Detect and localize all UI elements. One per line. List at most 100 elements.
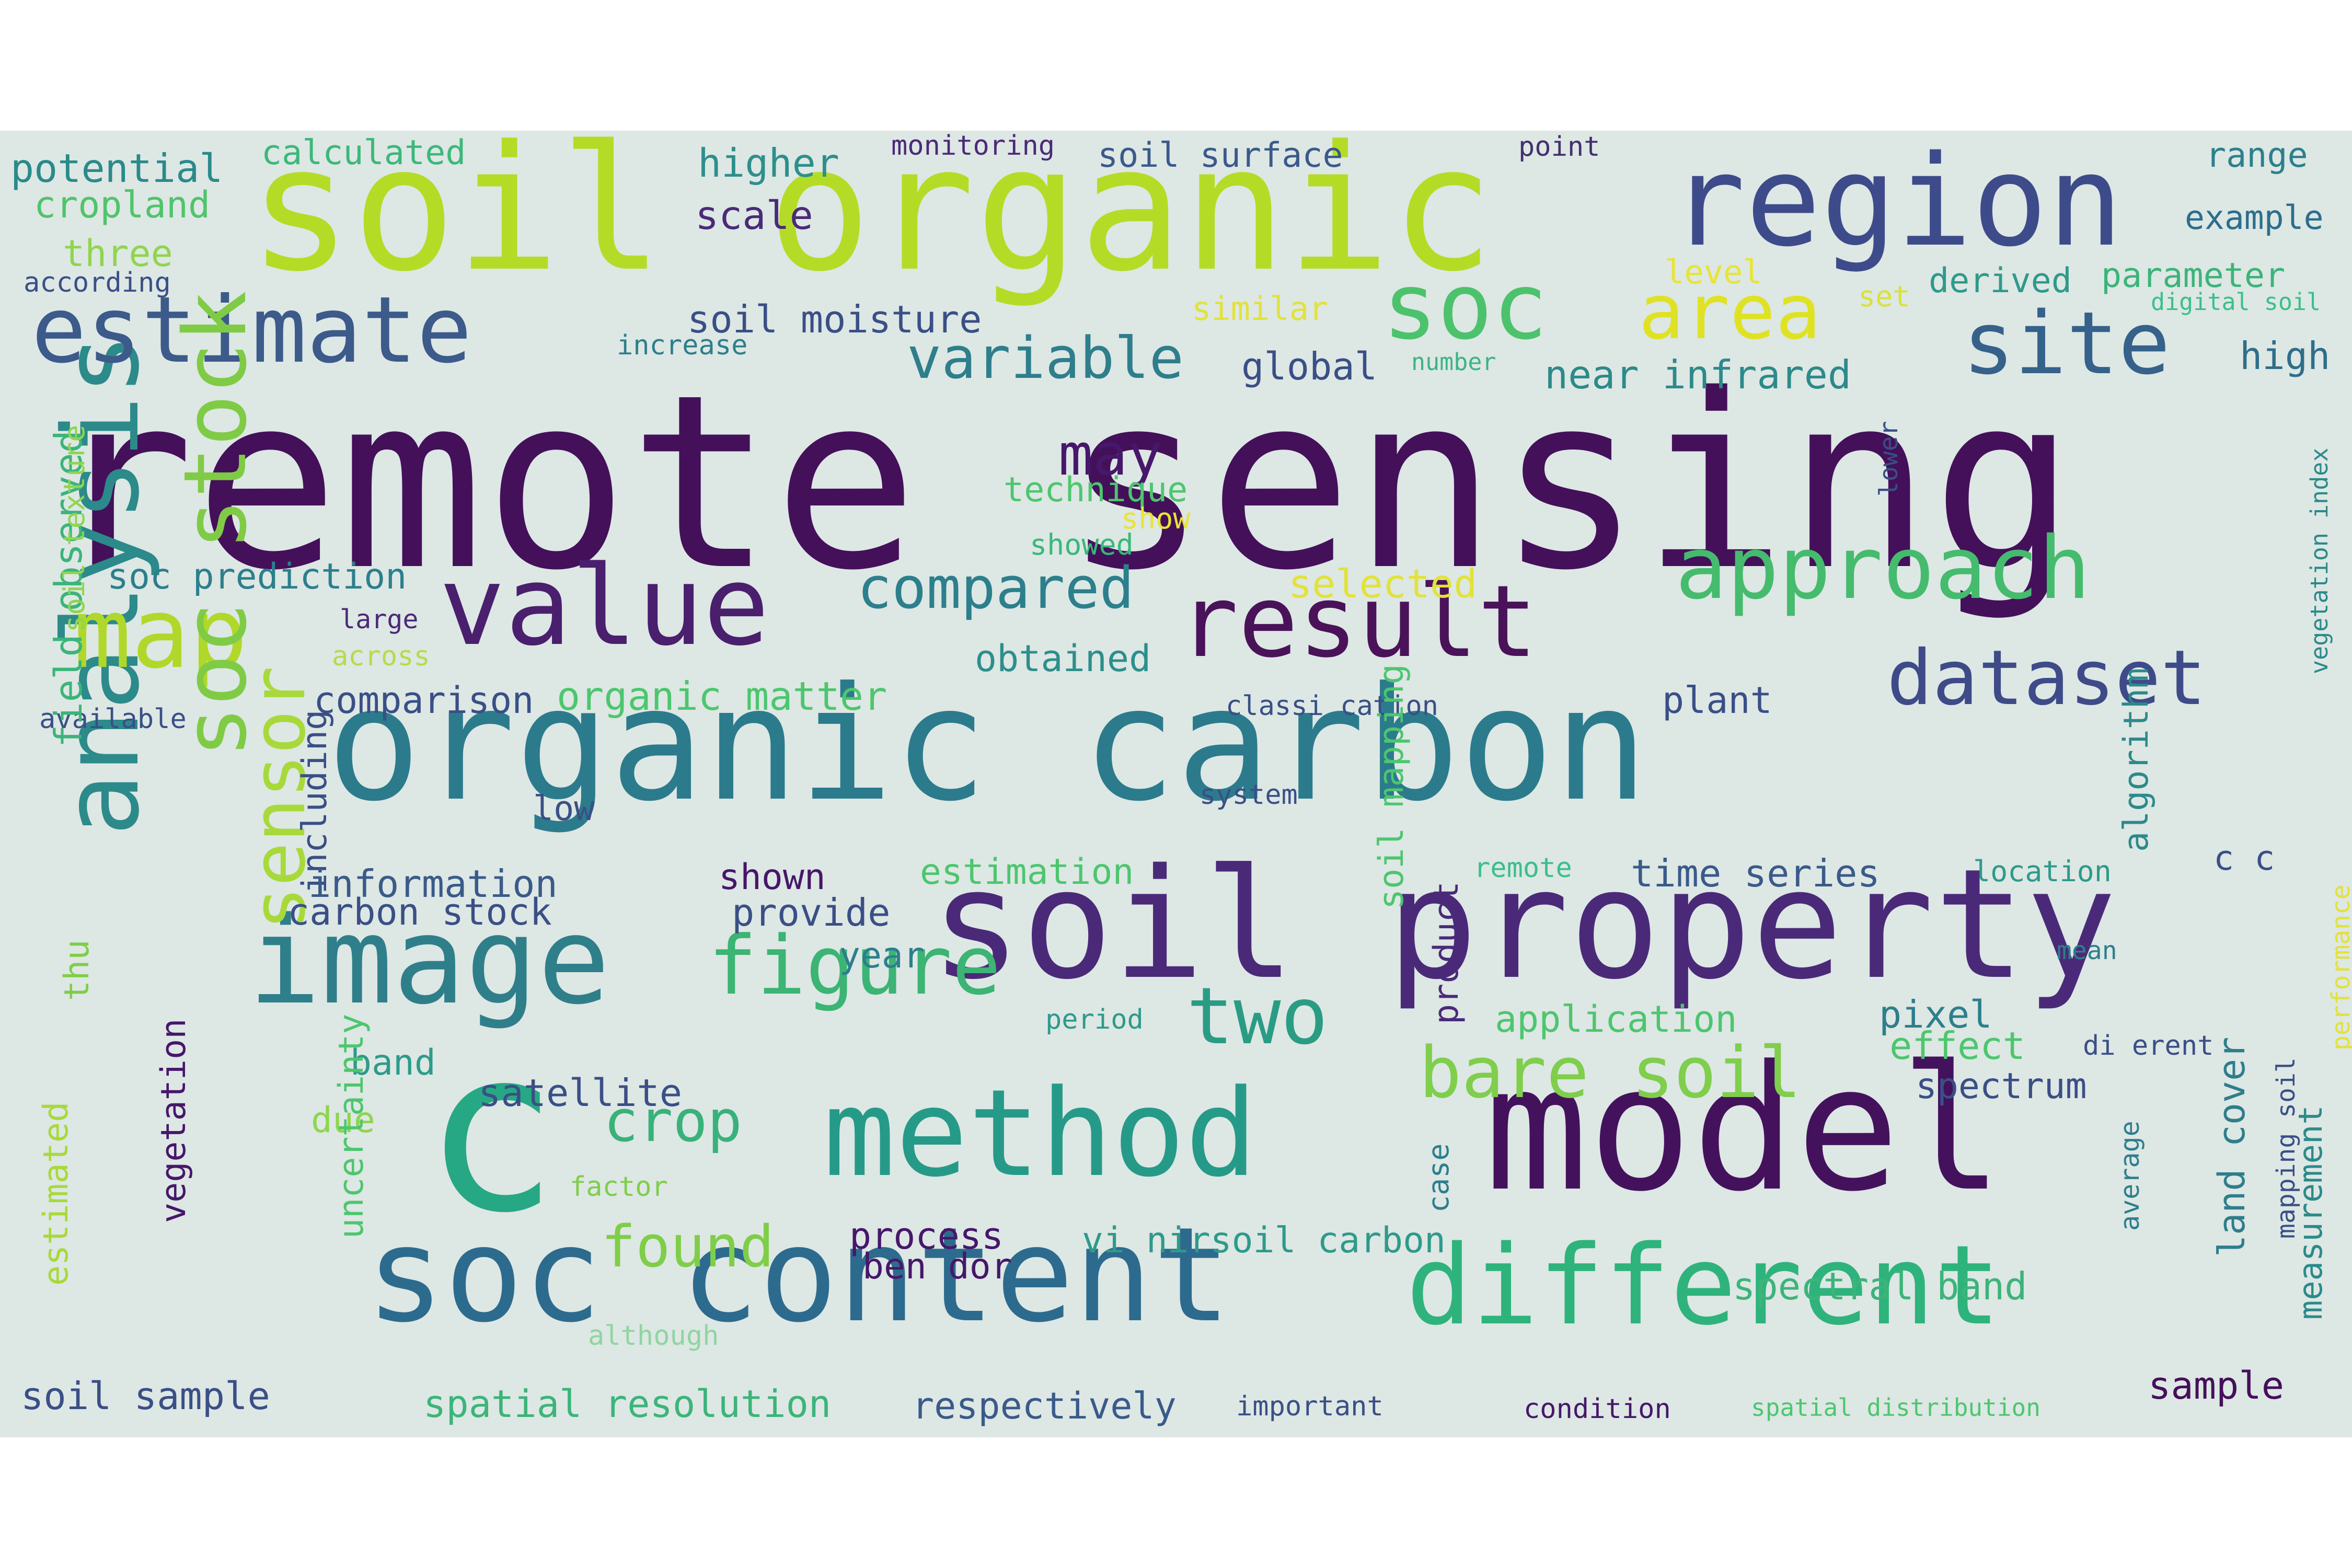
cloud-word: two (1186, 971, 1328, 1062)
cloud-word: result (1179, 564, 1538, 679)
cloud-word: spectral band (1733, 1264, 2027, 1308)
cloud-word: approach (1675, 518, 2091, 618)
cloud-word: global (1241, 344, 1378, 388)
cloud-word: derived (1929, 261, 2072, 301)
cloud-word: spectrum (1916, 1066, 2087, 1107)
cloud-word: period (1045, 1004, 1144, 1035)
cloud-word: organic carbon (327, 653, 1648, 836)
cloud-word: information (308, 862, 558, 906)
cloud-word: satellite (478, 1071, 683, 1115)
cloud-word: pixel (1879, 993, 1992, 1036)
cloud-word: model (1484, 1029, 2004, 1229)
cloud-word: important (1236, 1391, 1383, 1422)
cloud-word: soil sample (21, 1374, 270, 1418)
cloud-word: large (340, 604, 419, 635)
cloud-word: monitoring (891, 131, 1055, 162)
cloud-word: c c (2213, 839, 2275, 878)
cloud-word: selected (1288, 561, 1478, 607)
cloud-word: region (1670, 131, 2123, 274)
cloud-word: scale (695, 192, 813, 238)
cloud-word: across (332, 641, 430, 672)
cloud-word: system (1200, 779, 1298, 811)
cloud-word: case (1422, 1143, 1455, 1213)
cloud-word: estimated (37, 1101, 76, 1286)
cloud-word: soil surface (1098, 136, 1343, 175)
cloud-word: factor (570, 1171, 668, 1203)
cloud-word: respectively (912, 1385, 1177, 1427)
cloud-word: different (1406, 1221, 2001, 1350)
word-cloud: remote sensing soil organic organic carbon… (0, 131, 2352, 1437)
cloud-word: soc prediction (107, 556, 407, 597)
cloud-word: site (1963, 293, 2171, 394)
cloud-word: ben dor (862, 1246, 1012, 1287)
cloud-word: vegetation (154, 1018, 193, 1223)
cloud-word: soil property (930, 837, 2117, 1013)
cloud-word: classi cation (1226, 690, 1438, 722)
cloud-word: potential (10, 145, 223, 191)
cloud-word: time series (1631, 851, 1880, 895)
cloud-word: estimate (31, 278, 472, 384)
cloud-word: obtained (975, 637, 1151, 680)
cloud-word: measurement (2291, 1105, 2330, 1320)
cloud-word: application (1495, 998, 1737, 1041)
cloud-word: soc content (366, 1199, 1231, 1351)
cloud-word: di erent (2083, 1030, 2214, 1062)
cloud-word: soil organic (248, 131, 1495, 309)
cloud-word: method (823, 1064, 1258, 1204)
cloud-word: bare soil (1419, 1032, 1802, 1114)
cloud-word: performance (2326, 884, 2352, 1051)
cloud-word: technique (1004, 470, 1188, 510)
cloud-word: vi nirsoil carbon (1082, 1220, 1446, 1261)
cloud-word: low (533, 789, 595, 828)
cloud-word: higher (698, 140, 839, 186)
cloud-word: digital soil (2151, 288, 2321, 316)
cloud-word: near infrared (1544, 352, 1851, 398)
cloud-word: set (1858, 280, 1910, 313)
cloud-word: spatial distribution (1751, 1393, 2040, 1422)
cloud-word: dataset (1887, 634, 2207, 722)
cloud-word: figure (708, 918, 1001, 1013)
cloud-word: soil mapping (1372, 664, 1411, 909)
cloud-word: compared (857, 555, 1134, 621)
cloud-word: remote (1474, 852, 1572, 884)
cloud-word: showed (1030, 528, 1134, 561)
cloud-word: show (1121, 502, 1191, 535)
cloud-word: provide (732, 891, 891, 935)
cloud-word: shown (719, 857, 826, 898)
cloud-word: spatial resolution (423, 1382, 832, 1426)
cloud-word: level (1665, 253, 1762, 291)
cloud-word: effect (1889, 1024, 2026, 1068)
cloud-word: due (311, 1100, 375, 1141)
cloud-word: value (439, 542, 770, 670)
cloud-word: high (2240, 334, 2331, 378)
cloud-word: number (1411, 348, 1496, 376)
cloud-word: product (1427, 881, 1466, 1024)
cloud-word: range (2206, 136, 2308, 175)
cloud-word: available (39, 704, 187, 735)
cloud-word: band (350, 1042, 436, 1083)
cloud-word: year (839, 935, 925, 976)
cloud-word: process (849, 1215, 1004, 1258)
cloud-word: area (1639, 268, 1821, 356)
cloud-word: remote sensing (50, 343, 2077, 623)
cloud-word: three (63, 232, 173, 275)
cloud-word: thu (57, 939, 97, 1001)
cloud-word: crop (604, 1088, 742, 1155)
cloud-word: point (1518, 131, 1600, 163)
cloud-word: calculated (261, 133, 466, 172)
cloud-word: mean (2057, 936, 2117, 965)
cloud-word: c (423, 1001, 559, 1262)
cloud-word: soil moisture (687, 297, 982, 341)
cloud-word: may (1058, 421, 1162, 488)
cloud-word: sample (2148, 1364, 2285, 1408)
cloud-word: example (2185, 199, 2324, 237)
cloud-word: soc (1382, 254, 1548, 360)
cloud-word: lower (1874, 421, 1904, 497)
cloud-word: vegetation index (2305, 447, 2333, 674)
cloud-word: condition (1524, 1393, 1671, 1425)
cloud-word: estimation (920, 851, 1134, 893)
cloud-word: location (1973, 855, 2112, 888)
cloud-word: uncertainty (332, 1013, 371, 1239)
cloud-word: soil texture (57, 424, 91, 632)
cloud-word: variable (907, 325, 1184, 391)
